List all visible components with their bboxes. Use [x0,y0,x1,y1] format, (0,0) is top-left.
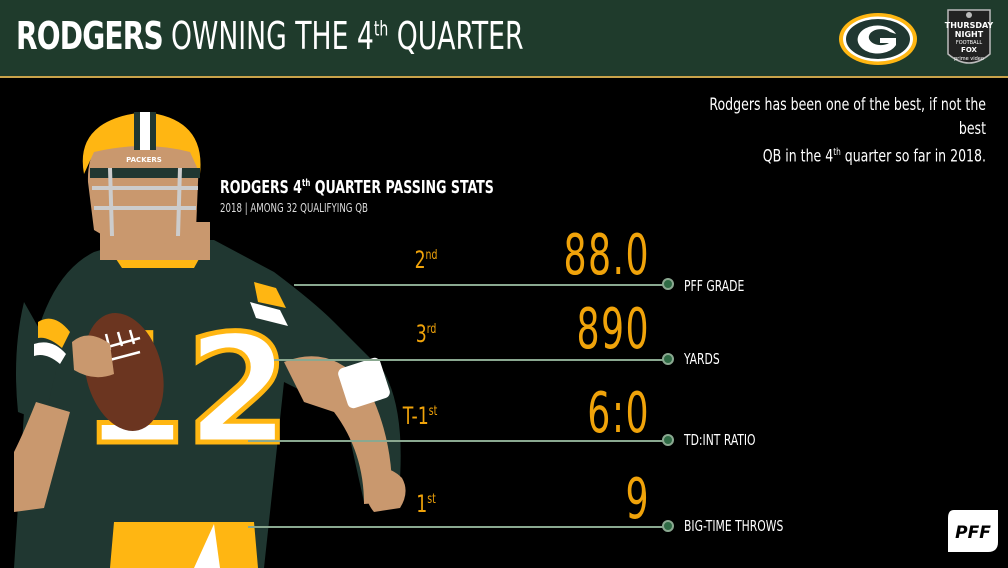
stat-label: BIG-TIME THROWS [684,517,784,535]
thursday-night-football-logo: THURSDAY NIGHT FOOTBALL FOX prime video [944,6,994,72]
tnf-line3: FOOTBALL [956,40,982,46]
note-line2-sup: th [833,147,841,158]
stat-line [248,440,668,442]
title-sup: th [373,16,389,41]
stat-row-yards: 3rd 890 YARDS [0,300,1008,380]
title-player-name: RODGERS [16,14,164,58]
stats-heading: RODGERS 4th QUARTER PASSING STATS [220,177,494,198]
stat-line [274,359,668,361]
stat-row-pff-grade: 2nd 88.0 PFF GRADE [0,224,1008,304]
helmet-text: PACKERS [126,156,162,164]
stats-heading-sup: th [301,178,311,189]
tnf-line2: NIGHT [955,30,984,39]
stat-row-td-int-ratio: T-1st 6:0 TD:INT RATIO [0,380,1008,460]
stat-value: 890 [576,297,650,362]
page-title: RODGERS OWNING THE 4th QUARTER [16,14,623,64]
player-illustration: 12 PACKERS [14,112,406,568]
title-rest: OWNING THE 4th QUARTER [171,14,523,58]
stat-rank-value: 1 [416,490,428,518]
stat-rank: 3rd [394,320,458,348]
stat-rank-sup: nd [425,248,438,263]
title-end: QUARTER [388,14,524,58]
stat-rank: 1st [394,490,458,518]
note-line2-post: quarter so far in 2018. [840,146,986,167]
stat-label: PFF GRADE [684,277,745,295]
context-note-line2: QB in the 4th quarter so far in 2018. [691,141,986,169]
stat-marker [662,520,674,532]
stat-rank: T-1st [388,402,452,430]
context-note: Rodgers has been one of the best, if not… [691,93,986,169]
note-line2-pre: QB in the 4 [762,146,834,167]
stats-heading-post: QUARTER PASSING STATS [310,177,494,198]
tnf-line1: THURSDAY [945,21,994,30]
stat-rank-value: 3 [415,320,427,348]
header-bar: RODGERS OWNING THE 4th QUARTER THURSDAY … [0,0,1008,78]
stat-rank-value: T-1 [402,402,429,430]
stat-rank-sup: rd [426,322,437,337]
stat-marker [662,353,674,365]
title-rest-text: OWNING THE 4 [171,14,374,58]
stat-marker [662,434,674,446]
tnf-line4: FOX [961,46,977,54]
stat-label: YARDS [684,350,720,368]
packers-g-logo-icon [839,13,917,65]
stats-subheading: 2018 | AMONG 32 QUALIFYING QB [220,201,368,215]
pff-logo-text: PFF [955,523,991,543]
stat-value: 6:0 [587,381,650,446]
pff-logo-icon: PFF [948,510,998,552]
stat-rank-sup: st [428,404,438,419]
context-note-line1: Rodgers has been one of the best, if not… [709,95,986,139]
tnf-line5: prime video [954,56,984,62]
stat-label: TD:INT RATIO [684,431,756,449]
stat-rank-value: 2 [414,246,426,274]
stat-marker [662,278,674,290]
stats-heading-pre: RODGERS 4 [220,177,302,198]
stat-rank: 2nd [394,246,458,274]
stat-line [294,284,668,286]
stat-row-big-time-throws: 1st 9 BIG-TIME THROWS [0,464,1008,544]
stat-value: 88.0 [563,223,650,288]
stat-line [248,526,668,528]
stat-rank-sup: st [427,492,436,507]
stat-value: 9 [625,467,650,532]
